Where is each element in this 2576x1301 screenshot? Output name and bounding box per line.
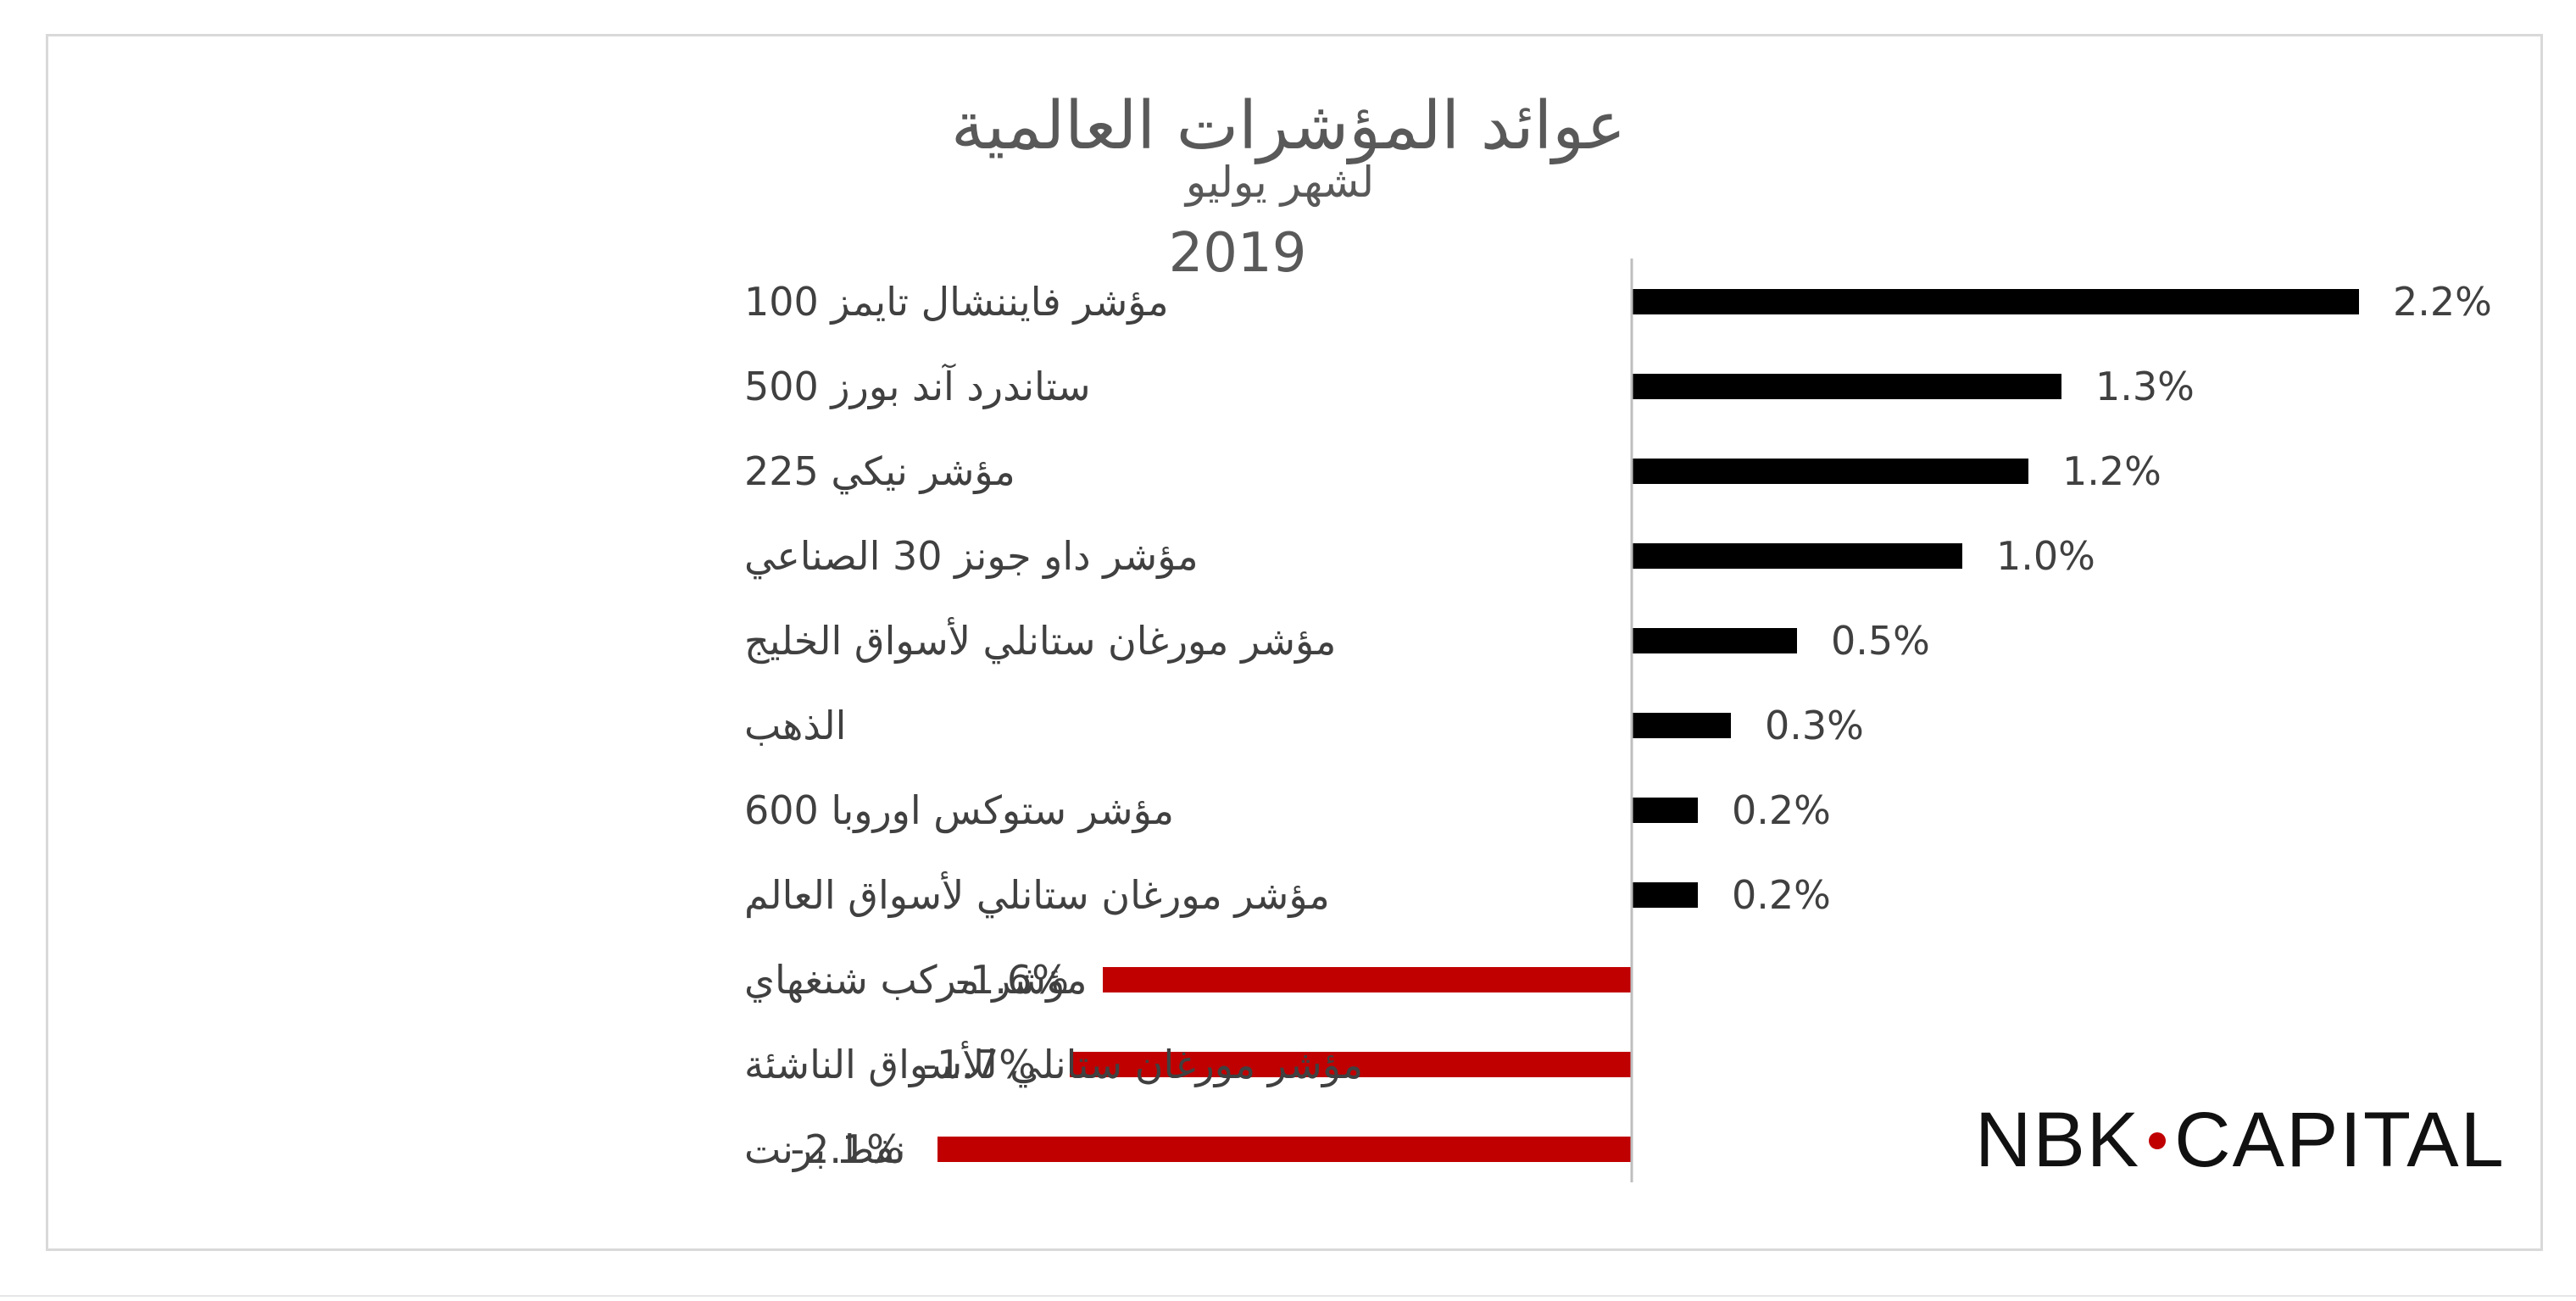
bar-9 — [1070, 1052, 1632, 1077]
value-label-6: 0.2% — [1732, 787, 1831, 833]
chart-title: عوائد المؤشرات العالمية — [951, 88, 1626, 165]
bars-group — [937, 289, 2359, 1162]
value-label-7: 0.2% — [1732, 872, 1831, 918]
bar-1 — [1632, 374, 2061, 399]
category-label-1: ستاندرد آند بورز 500 — [744, 364, 1091, 410]
category-label-3: مؤشر داو جونز 30 الصناعي — [744, 533, 1199, 580]
logo-nbk-text: NBK — [1975, 1097, 2141, 1183]
bar-4 — [1632, 628, 1797, 653]
value-label-8: -1.6% — [956, 957, 1069, 1003]
category-label-5: الذهب — [744, 703, 846, 748]
category-label-2: مؤشر نيكي 225 — [744, 448, 1015, 495]
bottom-divider — [0, 1295, 2576, 1297]
logo-capital-text: CAPITAL — [2174, 1097, 2506, 1183]
bar-6 — [1632, 798, 1698, 823]
bar-3 — [1632, 543, 1962, 569]
category-label-7: مؤشر مورغان ستانلي لأسواق العالم — [744, 870, 1330, 919]
chart-subtitle-line-1: لشهر يوليو — [1183, 158, 1374, 208]
value-label-9: -1.7% — [923, 1042, 1036, 1087]
category-label-6: مؤشر ستوكس اوروبا 600 — [744, 787, 1174, 834]
value-label-10: -2.1% — [791, 1126, 904, 1172]
logo-dot-icon — [2149, 1131, 2167, 1149]
bar-0 — [1632, 289, 2359, 314]
category-label-8: مؤشر مركب شنغهاي — [744, 957, 1088, 1004]
value-label-2: 1.2% — [2062, 448, 2162, 494]
category-label-9: مؤشر مورغان ستانلي للأسواق الناشئة — [744, 1040, 1363, 1088]
value-label-0: 2.2% — [2393, 279, 2492, 325]
bar-5 — [1632, 713, 1731, 738]
value-label-4: 0.5% — [1831, 618, 1930, 664]
bar-8 — [1103, 967, 1632, 992]
chart-subtitle-line-2: 2019 — [1169, 222, 1307, 285]
category-label-10: نفط برنت — [744, 1126, 906, 1173]
category-labels-group: مؤشر فايننشال تايمز 100 ستاندرد آند بورز … — [744, 279, 1363, 1173]
category-label-0: مؤشر فايننشال تايمز 100 — [744, 279, 1169, 325]
value-label-5: 0.3% — [1765, 703, 1864, 748]
bar-7 — [1632, 882, 1698, 908]
value-labels-group: 2.2% 1.3% 1.2% 1.0% 0.5% 0.3% 0.2% 0.2% -1.6% -1.… — [791, 279, 2492, 1172]
value-label-3: 1.0% — [1996, 533, 2095, 579]
bar-2 — [1632, 459, 2028, 484]
category-label-4: مؤشر مورغان ستانلي لأسواق الخليج — [744, 616, 1336, 664]
nbk-capital-logo: NBK CAPITAL — [1975, 1093, 2504, 1187]
chart-frame — [46, 34, 2543, 1251]
bar-10 — [937, 1137, 1632, 1162]
value-label-1: 1.3% — [2095, 364, 2195, 409]
